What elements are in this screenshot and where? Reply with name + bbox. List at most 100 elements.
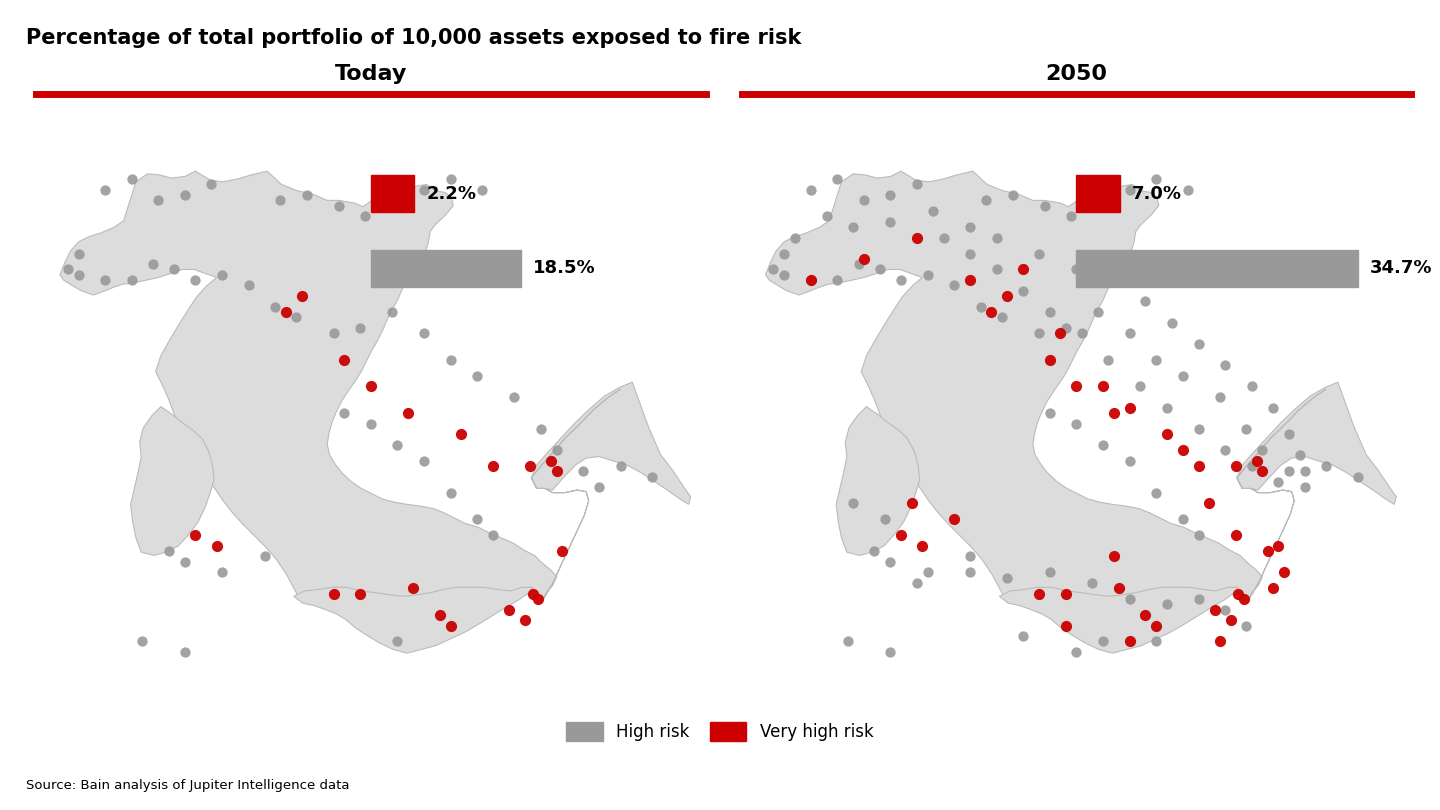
Point — [943, 513, 966, 526]
Point — [274, 305, 297, 318]
Point — [852, 253, 876, 266]
Point — [68, 247, 91, 260]
Point — [1187, 459, 1210, 472]
Point — [1117, 401, 1140, 414]
Point — [906, 577, 929, 590]
Point — [1001, 189, 1024, 202]
Point — [900, 497, 923, 509]
Point — [1117, 454, 1140, 467]
Point — [1038, 566, 1061, 579]
Text: 18.5%: 18.5% — [533, 259, 595, 277]
Point — [890, 529, 913, 542]
Point — [1224, 459, 1247, 472]
Point — [1208, 390, 1231, 403]
Point — [906, 231, 929, 244]
Point — [269, 194, 292, 207]
Point — [348, 322, 372, 335]
Point — [1293, 481, 1316, 494]
Point — [503, 390, 526, 403]
Point — [291, 290, 314, 303]
Point — [1066, 417, 1089, 430]
Point — [173, 646, 196, 659]
Point — [959, 220, 982, 233]
Point — [991, 311, 1014, 324]
Point — [1214, 359, 1237, 372]
Point — [1171, 444, 1194, 457]
Point — [1145, 353, 1168, 366]
Point — [1102, 274, 1125, 287]
Point — [975, 194, 998, 207]
Point — [1155, 401, 1178, 414]
Bar — [372, 175, 415, 212]
Point — [609, 459, 632, 472]
Point — [1145, 173, 1168, 185]
Point — [333, 353, 356, 366]
Point — [959, 274, 982, 287]
Point — [1214, 444, 1237, 457]
Point — [1277, 428, 1300, 441]
Point — [799, 274, 822, 287]
Point — [1060, 210, 1083, 223]
Point — [94, 183, 117, 196]
Point — [1315, 459, 1338, 472]
Point — [131, 635, 154, 648]
Point — [969, 301, 992, 313]
Point — [359, 417, 382, 430]
Point — [348, 587, 372, 600]
Point — [572, 465, 595, 478]
Point — [1054, 322, 1077, 335]
Polygon shape — [837, 407, 920, 556]
Point — [878, 556, 901, 569]
Point — [264, 301, 287, 313]
Point — [481, 459, 504, 472]
Point — [295, 189, 318, 202]
Point — [1070, 326, 1093, 339]
Point — [1240, 459, 1263, 472]
Point — [465, 513, 488, 526]
Point — [1224, 529, 1247, 542]
Point — [184, 529, 207, 542]
Point — [1092, 380, 1115, 393]
Point — [546, 465, 569, 478]
Polygon shape — [131, 407, 215, 556]
Point — [204, 539, 228, 552]
Point — [333, 407, 356, 420]
Point — [1066, 646, 1089, 659]
Point — [56, 263, 79, 276]
Point — [1161, 316, 1184, 329]
Point — [799, 183, 822, 196]
Point — [1054, 619, 1077, 632]
Point — [1102, 407, 1125, 420]
Point — [878, 189, 901, 202]
Text: 7.0%: 7.0% — [1132, 185, 1182, 202]
Polygon shape — [60, 171, 691, 641]
Point — [380, 305, 403, 318]
Polygon shape — [294, 587, 533, 653]
Point — [959, 247, 982, 260]
Point — [157, 544, 180, 557]
Point — [412, 183, 435, 196]
Point — [783, 231, 806, 244]
Point — [841, 220, 864, 233]
Point — [1171, 369, 1194, 382]
Point — [985, 263, 1008, 276]
Point — [815, 210, 838, 223]
Point — [518, 459, 541, 472]
Point — [497, 603, 520, 616]
Point — [1066, 263, 1089, 276]
Point — [1054, 587, 1077, 600]
Point — [825, 173, 848, 185]
Point — [1117, 326, 1140, 339]
Point — [1038, 305, 1061, 318]
Point — [449, 428, 472, 441]
Point — [1236, 619, 1259, 632]
Point — [863, 544, 886, 557]
Point — [550, 544, 573, 557]
Point — [540, 454, 563, 467]
Point — [825, 274, 848, 287]
Point — [1133, 608, 1156, 621]
Bar — [1077, 175, 1120, 212]
Point — [1117, 592, 1140, 605]
Point — [874, 513, 897, 526]
Point — [1171, 513, 1194, 526]
